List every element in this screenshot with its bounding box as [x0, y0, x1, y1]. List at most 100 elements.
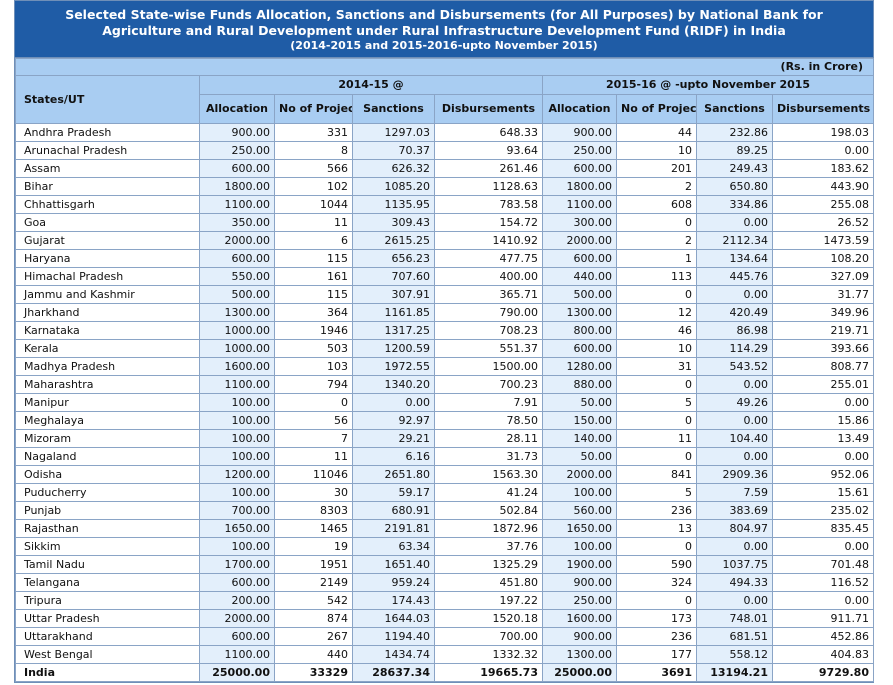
- state-name: India: [15, 663, 200, 682]
- column-header: No of Projects: [616, 94, 697, 124]
- value-cell: 1200.00: [199, 465, 275, 484]
- value-cell: 1000.00: [199, 321, 275, 340]
- data-row: Maharashtra 1100.00 794 1340.20 700.23 880.00…: [15, 375, 874, 394]
- value-cell: 1340.20: [352, 375, 435, 394]
- value-cell: 100.00: [199, 393, 275, 412]
- value-cell: 1297.03: [352, 123, 435, 142]
- value-cell: 174.43: [352, 591, 435, 610]
- value-cell: 49.26: [696, 393, 773, 412]
- value-cell: 219.71: [772, 321, 874, 340]
- value-cell: 650.80: [696, 177, 773, 196]
- value-cell: 0: [616, 375, 697, 394]
- value-cell: 494.33: [696, 573, 773, 592]
- value-cell: 173: [616, 609, 697, 628]
- value-cell: 0: [274, 393, 353, 412]
- value-cell: 92.97: [352, 411, 435, 430]
- value-cell: 600.00: [542, 159, 617, 178]
- value-cell: 1135.95: [352, 195, 435, 214]
- value-cell: 700.00: [199, 501, 275, 520]
- value-cell: 30: [274, 483, 353, 502]
- value-cell: 1317.25: [352, 321, 435, 340]
- state-name: Uttar Pradesh: [15, 609, 200, 628]
- value-cell: 874: [274, 609, 353, 628]
- value-cell: 500.00: [199, 285, 275, 304]
- value-cell: 952.06: [772, 465, 874, 484]
- value-cell: 1100.00: [199, 195, 275, 214]
- value-cell: 113: [616, 267, 697, 286]
- value-cell: 309.43: [352, 213, 435, 232]
- value-cell: 350.00: [199, 213, 275, 232]
- value-cell: 804.97: [696, 519, 773, 538]
- value-cell: 15.61: [772, 483, 874, 502]
- value-cell: 13194.21: [696, 663, 773, 682]
- value-cell: 13: [616, 519, 697, 538]
- value-cell: 0.00: [696, 375, 773, 394]
- value-cell: 324: [616, 573, 697, 592]
- value-cell: 250.00: [542, 591, 617, 610]
- state-name: Uttarakhand: [15, 627, 200, 646]
- value-cell: 783.58: [434, 195, 543, 214]
- value-cell: 0.00: [696, 537, 773, 556]
- value-cell: 1325.29: [434, 555, 543, 574]
- value-cell: 93.64: [434, 141, 543, 160]
- value-cell: 7.91: [434, 393, 543, 412]
- value-cell: 50.00: [542, 393, 617, 412]
- value-cell: 0.00: [772, 537, 874, 556]
- value-cell: 0: [616, 411, 697, 430]
- value-cell: 365.71: [434, 285, 543, 304]
- state-name: Karnataka: [15, 321, 200, 340]
- value-cell: 900.00: [542, 627, 617, 646]
- funds-table: (Rs. in Crore) States/UT 2014-15 @2015-16 …: [15, 58, 874, 682]
- value-cell: 28.11: [434, 429, 543, 448]
- state-name: Goa: [15, 213, 200, 232]
- value-cell: 400.00: [434, 267, 543, 286]
- state-name: Jharkhand: [15, 303, 200, 322]
- value-cell: 2909.36: [696, 465, 773, 484]
- value-cell: 800.00: [542, 321, 617, 340]
- data-row: Telangana 600.00 2149 959.24 451.80 900.00 324…: [15, 573, 874, 592]
- value-cell: 108.20: [772, 249, 874, 268]
- value-cell: 31.73: [434, 447, 543, 466]
- value-cell: 70.37: [352, 141, 435, 160]
- state-name: Bihar: [15, 177, 200, 196]
- value-cell: 420.49: [696, 303, 773, 322]
- value-cell: 959.24: [352, 573, 435, 592]
- value-cell: 13.49: [772, 429, 874, 448]
- value-cell: 364: [274, 303, 353, 322]
- data-row: Himachal Pradesh 550.00 161 707.60 400.00 440…: [15, 267, 874, 286]
- state-name: Himachal Pradesh: [15, 267, 200, 286]
- value-cell: 0.00: [772, 591, 874, 610]
- column-header: Allocation: [199, 94, 275, 124]
- column-header: Allocation: [542, 94, 617, 124]
- value-cell: 19665.73: [434, 663, 543, 682]
- value-cell: 100.00: [199, 429, 275, 448]
- value-cell: 445.76: [696, 267, 773, 286]
- value-cell: 8: [274, 141, 353, 160]
- value-cell: 700.00: [434, 627, 543, 646]
- value-cell: 89.25: [696, 141, 773, 160]
- value-cell: 1520.18: [434, 609, 543, 628]
- value-cell: 11046: [274, 465, 353, 484]
- column-header: Sanctions: [352, 94, 435, 124]
- value-cell: 232.86: [696, 123, 773, 142]
- data-row: West Bengal 1100.00 440 1434.74 1332.32 1300.…: [15, 645, 874, 664]
- value-cell: 2000.00: [199, 609, 275, 628]
- value-cell: 100.00: [199, 483, 275, 502]
- value-cell: 2615.25: [352, 231, 435, 250]
- value-cell: 911.71: [772, 609, 874, 628]
- value-cell: 334.86: [696, 195, 773, 214]
- column-header: Sanctions: [696, 94, 773, 124]
- value-cell: 600.00: [199, 627, 275, 646]
- value-cell: 1972.55: [352, 357, 435, 376]
- data-row: Chhattisgarh 1100.00 1044 1135.95 783.58 1100…: [15, 195, 874, 214]
- value-cell: 0.00: [696, 447, 773, 466]
- value-cell: 1500.00: [434, 357, 543, 376]
- value-cell: 600.00: [542, 339, 617, 358]
- value-cell: 393.66: [772, 339, 874, 358]
- value-cell: 183.62: [772, 159, 874, 178]
- value-cell: 440: [274, 645, 353, 664]
- state-name: West Bengal: [15, 645, 200, 664]
- value-cell: 551.37: [434, 339, 543, 358]
- value-cell: 7: [274, 429, 353, 448]
